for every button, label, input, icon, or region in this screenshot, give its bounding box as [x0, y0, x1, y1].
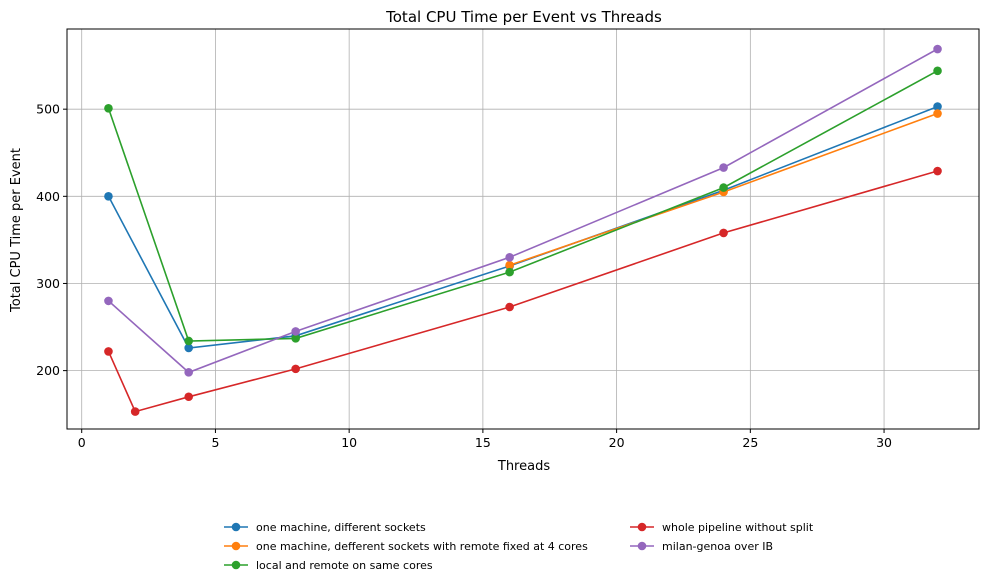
- data-point: [933, 44, 942, 54]
- series-4: [104, 166, 942, 416]
- legend-label: one machine, different sockets: [256, 521, 426, 534]
- x-tick-label: 15: [475, 435, 491, 450]
- y-tick-label: 500: [36, 102, 60, 117]
- x-tick-label: 5: [211, 435, 219, 450]
- x-tick-label: 20: [609, 435, 625, 450]
- series-line: [107, 48, 938, 374]
- y-tick-label: 200: [36, 363, 60, 378]
- legend-item: milan-genoa over IB: [630, 540, 773, 553]
- legend-swatch-marker: [637, 541, 647, 551]
- legend-label: local and remote on same cores: [256, 559, 433, 572]
- data-point: [505, 260, 514, 270]
- data-point: [104, 347, 113, 356]
- legend-item: one machine, defferent sockets with remo…: [224, 540, 588, 553]
- data-point: [184, 343, 193, 353]
- data-point: [130, 407, 140, 416]
- x-axis-label: Threads: [497, 459, 550, 474]
- data-point: [505, 302, 514, 312]
- series-2: [505, 109, 942, 270]
- legend-label: milan-genoa over IB: [662, 540, 773, 553]
- series-layer: [104, 44, 942, 416]
- series-5: [104, 44, 942, 377]
- plot-frame: [66, 28, 980, 430]
- data-point: [291, 364, 300, 374]
- data-point: [719, 163, 728, 172]
- series-line: [107, 105, 938, 349]
- x-tick-label: 25: [742, 435, 758, 450]
- data-point: [291, 327, 300, 336]
- y-axis-label: Total CPU Time per Event: [9, 148, 24, 313]
- data-point: [505, 267, 514, 277]
- data-point: [104, 192, 113, 201]
- legend-swatch-marker: [637, 522, 647, 532]
- data-point: [505, 253, 514, 262]
- data-point: [184, 368, 193, 377]
- data-point: [104, 104, 113, 113]
- legend-swatch-marker: [231, 560, 241, 570]
- data-point: [933, 102, 942, 111]
- data-point: [184, 336, 193, 346]
- y-axis-ticks: 200 300 400 500: [36, 102, 67, 378]
- y-tick-label: 400: [36, 189, 60, 204]
- chart-title: Total CPU Time per Event vs Threads: [385, 8, 662, 26]
- y-tick-label: 300: [36, 276, 60, 291]
- data-point: [933, 66, 942, 76]
- x-axis-ticks: 0 5 10 15 20 25 30: [78, 429, 892, 450]
- series-line: [107, 70, 938, 342]
- legend-item: one machine, different sockets: [224, 521, 426, 534]
- data-point: [719, 183, 728, 192]
- legend-item: whole pipeline without split: [630, 521, 814, 534]
- x-tick-label: 30: [876, 435, 892, 450]
- legend-swatch-marker: [231, 522, 241, 532]
- data-point: [719, 228, 728, 238]
- series-3: [104, 66, 942, 346]
- legend-item: local and remote on same cores: [224, 559, 433, 572]
- legend: one machine, different sockets one machin…: [224, 521, 814, 572]
- legend-label: one machine, defferent sockets with remo…: [256, 540, 588, 553]
- x-tick-label: 0: [78, 435, 86, 450]
- x-tick-label: 10: [341, 435, 357, 450]
- legend-swatch-marker: [231, 541, 241, 551]
- data-point: [104, 296, 113, 306]
- data-point: [933, 109, 942, 118]
- data-point: [291, 334, 300, 343]
- legend-label: whole pipeline without split: [662, 521, 814, 534]
- data-point: [933, 166, 942, 176]
- data-point: [184, 392, 193, 402]
